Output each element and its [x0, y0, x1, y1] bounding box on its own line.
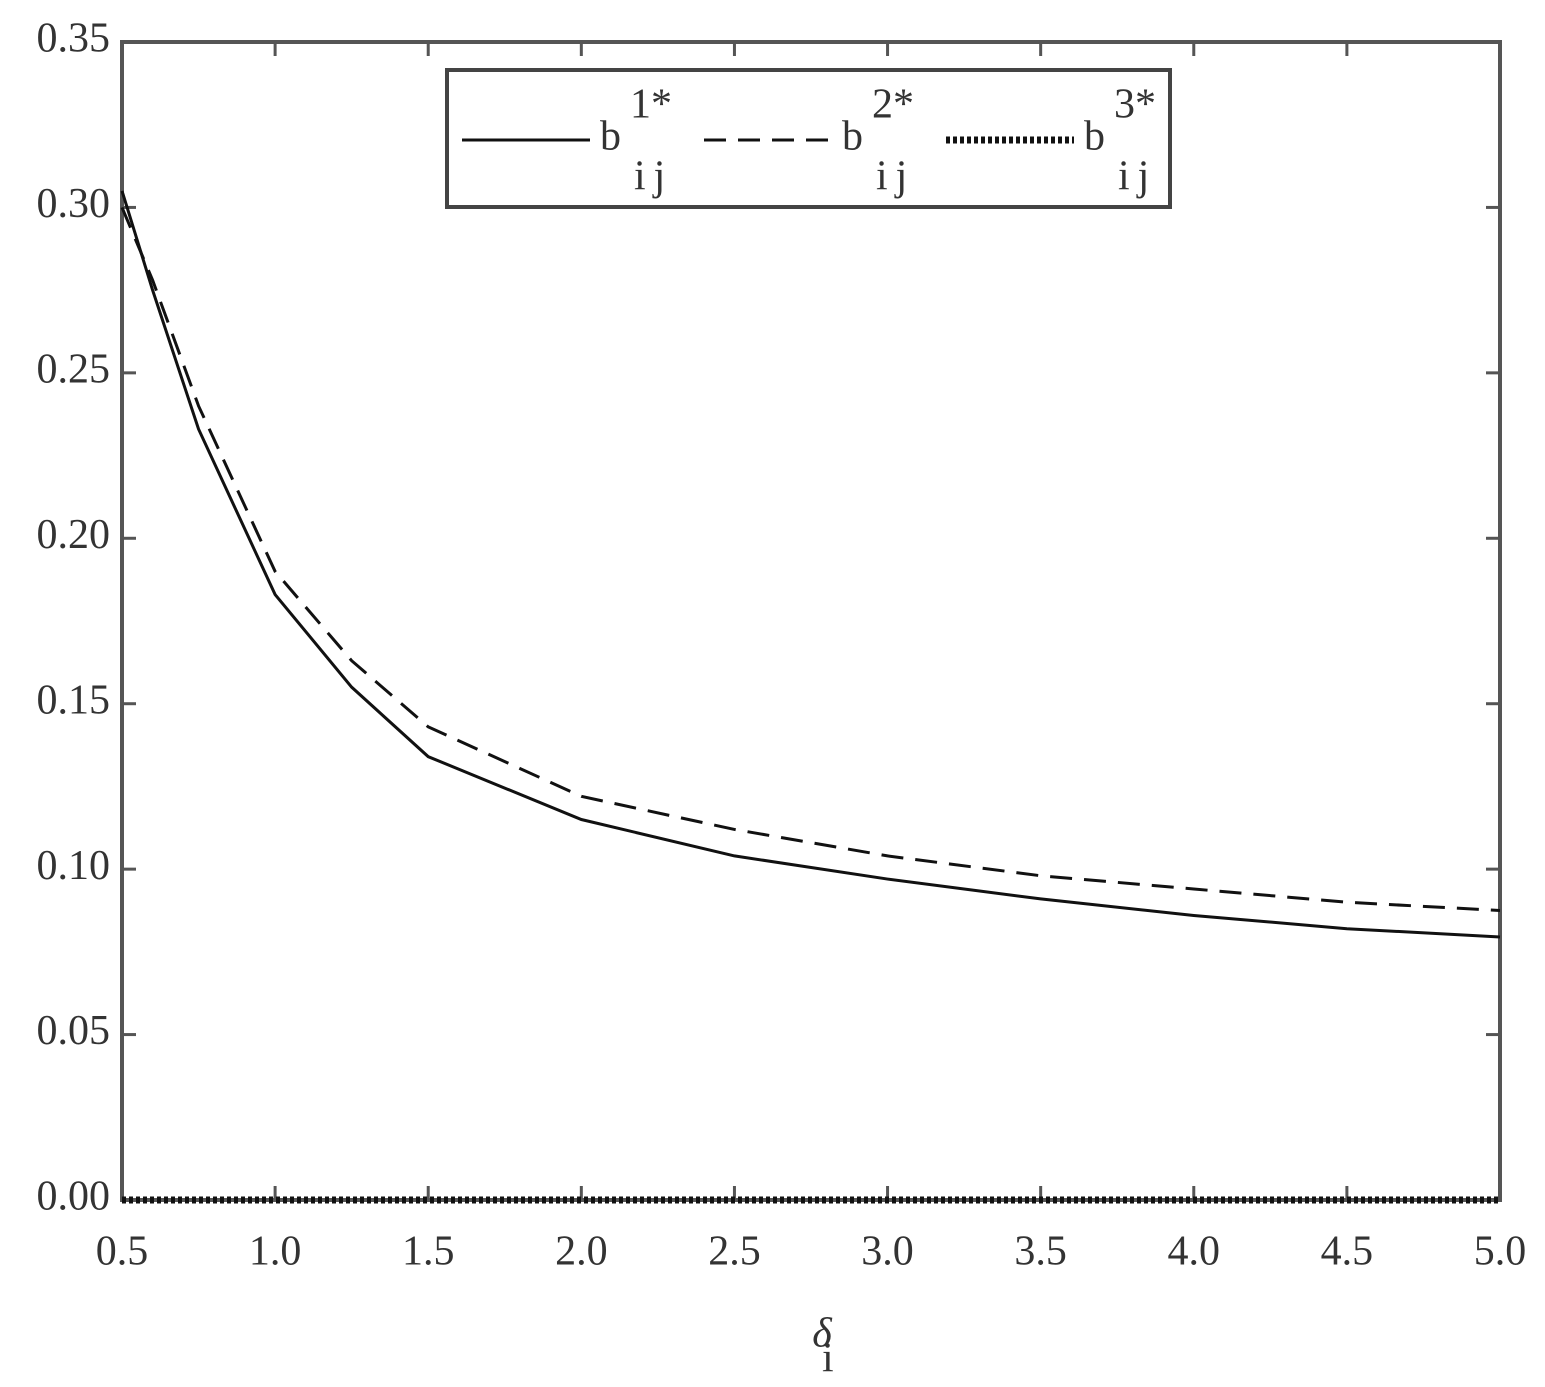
y-tick-label: 0.30 [37, 181, 111, 227]
plot-frame [120, 40, 1502, 1202]
x-tick-label: 0.5 [96, 1229, 149, 1275]
x-tick-label: 4.0 [1168, 1229, 1221, 1275]
legend-label: b [600, 114, 621, 160]
y-tick-label: 0.00 [37, 1174, 111, 1220]
x-tick-label: 2.5 [708, 1229, 761, 1275]
legend-label-superscript: 1* [630, 82, 672, 128]
x-tick-label: 1.0 [249, 1229, 302, 1275]
x-axis-label-subscript: i [822, 1336, 834, 1382]
x-tick-label: 5.0 [1474, 1229, 1527, 1275]
legend-label-superscript: 3* [1114, 82, 1156, 128]
x-tick-label: 4.5 [1321, 1229, 1374, 1275]
x-tick-label: 1.5 [402, 1229, 455, 1275]
legend-label-subscript: ij [1118, 154, 1157, 200]
legend-label-superscript: 2* [872, 82, 914, 128]
x-tick-label: 3.0 [861, 1229, 914, 1275]
x-tick-label: 2.0 [555, 1229, 608, 1275]
x-tick-label: 3.5 [1014, 1229, 1067, 1275]
y-tick-label: 0.35 [37, 16, 111, 62]
legend-label-subscript: ij [876, 154, 915, 200]
legend-label: b [1084, 114, 1105, 160]
legend-label-subscript: ij [634, 154, 673, 200]
x-axis-label: δ [812, 1311, 833, 1357]
series-line [120, 190, 1501, 939]
y-tick-label: 0.10 [37, 843, 111, 889]
y-tick-label: 0.25 [37, 346, 111, 392]
series-line [120, 206, 1501, 912]
y-tick-label: 0.05 [37, 1008, 111, 1054]
y-tick-label: 0.15 [37, 677, 111, 723]
y-tick-label: 0.20 [37, 512, 111, 558]
legend-label: b [842, 114, 863, 160]
